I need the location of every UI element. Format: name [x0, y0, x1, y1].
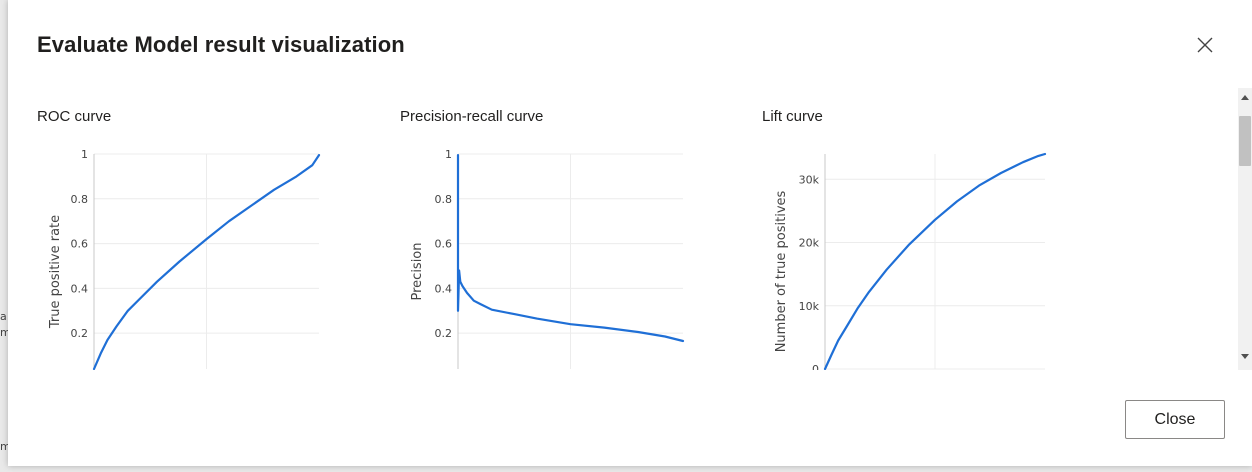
y-tick-label: 0.4: [71, 282, 89, 295]
y-tick-label: 0.8: [435, 193, 453, 206]
y-axis-label: Precision: [410, 242, 425, 300]
dialog-title: Evaluate Model result visualization: [37, 32, 405, 57]
series-line: [456, 153, 685, 343]
y-tick-label: 0: [812, 363, 819, 370]
y-tick-label: 1: [445, 148, 452, 161]
background-text: m: [0, 440, 11, 453]
close-icon[interactable]: [1194, 34, 1216, 56]
chart-title: Lift curve: [762, 108, 823, 125]
lift-curve-panel: Lift curve 30k 20k 10k 0 Number of true posi…: [762, 88, 1082, 370]
scroll-down-icon[interactable]: [1238, 350, 1252, 364]
y-tick-label: 0.8: [71, 193, 89, 206]
roc-curve-chart: 1 0.8 0.6 0.4 0.2 True positive rate: [48, 148, 321, 370]
y-tick-label: 0.6: [435, 238, 453, 251]
roc-curve-panel: ROC curve 1 0.8 0.6 0.4 0.2 True positive rat…: [37, 88, 357, 370]
scroll-up-icon[interactable]: [1238, 90, 1252, 104]
y-axis-label: Number of true positives: [774, 190, 789, 352]
background-text: m: [0, 326, 11, 339]
y-tick-label: 20k: [799, 237, 820, 250]
y-tick-label: 0.2: [71, 327, 89, 340]
close-button[interactable]: Close: [1125, 400, 1225, 439]
chart-title: Precision-recall curve: [400, 108, 544, 125]
background-text: a: [0, 310, 7, 323]
precision-recall-panel: Precision-recall curve 1 0.8 0.6 0.4 0.2 Prec…: [400, 88, 720, 370]
vertical-scrollbar[interactable]: [1238, 88, 1252, 370]
chart-title: ROC curve: [37, 108, 112, 125]
series-line: [92, 153, 321, 370]
y-tick-label: 10k: [799, 300, 820, 313]
y-axis-label: True positive rate: [48, 215, 63, 329]
precision-recall-chart: 1 0.8 0.6 0.4 0.2 Precision: [410, 148, 685, 369]
scrollbar-thumb[interactable]: [1239, 116, 1251, 166]
lift-curve-chart: 30k 20k 10k 0 Number of true positives: [774, 152, 1047, 370]
y-tick-label: 0.2: [435, 327, 453, 340]
y-tick-label: 30k: [799, 173, 820, 186]
charts-scroll-area[interactable]: ROC curve 1 0.8 0.6 0.4 0.2 True positive rat…: [8, 88, 1252, 370]
series-line: [823, 152, 1047, 370]
y-tick-label: 0.4: [435, 282, 453, 295]
evaluate-model-dialog: Evaluate Model result visualization ROC …: [8, 0, 1252, 466]
y-tick-label: 1: [81, 148, 88, 161]
y-tick-label: 0.6: [71, 238, 89, 251]
